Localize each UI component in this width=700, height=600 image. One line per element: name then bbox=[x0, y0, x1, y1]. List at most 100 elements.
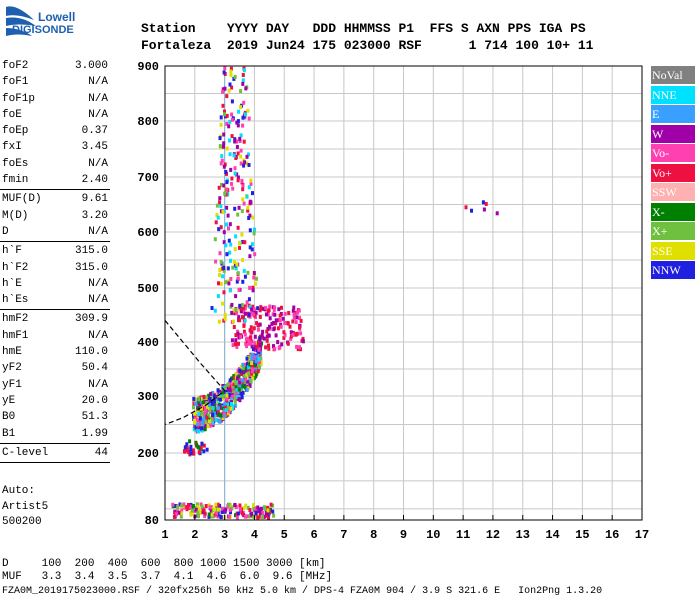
x-tick-label: 9 bbox=[400, 528, 407, 542]
echo-point bbox=[301, 339, 305, 344]
echo-point bbox=[258, 308, 262, 313]
echo-point bbox=[244, 376, 248, 381]
echo-point bbox=[243, 311, 247, 316]
echo-point bbox=[227, 88, 231, 93]
param-row-md: M(D) 3.20 bbox=[0, 208, 110, 224]
echo-point bbox=[287, 311, 291, 315]
echo-point bbox=[224, 280, 228, 285]
y-tick-label: 600 bbox=[137, 226, 159, 240]
echo-point bbox=[256, 505, 260, 510]
echo-point bbox=[213, 237, 217, 242]
echo-point bbox=[236, 394, 240, 399]
echo-point bbox=[210, 512, 214, 517]
echo-point bbox=[231, 404, 235, 409]
echo-point bbox=[220, 158, 224, 163]
echo-point bbox=[235, 279, 239, 284]
echo-point bbox=[175, 509, 179, 514]
echo-point bbox=[269, 502, 273, 507]
echo-point bbox=[233, 166, 237, 171]
echo-point bbox=[252, 307, 256, 312]
echo-point bbox=[203, 514, 207, 519]
echo-point bbox=[235, 120, 239, 125]
echo-point bbox=[242, 506, 246, 511]
echo-point bbox=[248, 508, 252, 513]
echo-point bbox=[252, 514, 256, 519]
echo-point bbox=[207, 413, 210, 418]
echo-point bbox=[246, 205, 250, 210]
echo-point bbox=[257, 514, 261, 519]
echo-point bbox=[192, 396, 196, 401]
echo-point bbox=[230, 117, 234, 122]
echo-point bbox=[265, 513, 269, 518]
echo-point bbox=[258, 343, 262, 348]
echo-point bbox=[197, 507, 201, 512]
echo-point bbox=[261, 515, 265, 520]
param-row-hes: h`Es N/A bbox=[0, 292, 110, 308]
param-value: 51.3 bbox=[81, 411, 108, 424]
echo-point bbox=[253, 341, 257, 346]
echo-point bbox=[200, 420, 204, 425]
echo-point bbox=[228, 152, 232, 157]
echo-point bbox=[225, 222, 228, 227]
echo-point bbox=[220, 182, 223, 187]
echo-point bbox=[271, 312, 275, 317]
param-label: M(D) bbox=[2, 209, 29, 222]
echo-point bbox=[243, 374, 247, 378]
param-value: N/A bbox=[88, 157, 108, 170]
echo-point bbox=[242, 268, 246, 273]
echo-point bbox=[226, 405, 230, 410]
echo-point bbox=[297, 308, 301, 313]
echo-point bbox=[218, 389, 222, 394]
echo-point bbox=[238, 136, 242, 141]
echo-point bbox=[204, 504, 208, 508]
echo-point bbox=[231, 186, 235, 191]
echo-point bbox=[223, 312, 227, 317]
echo-point bbox=[245, 372, 249, 377]
echo-point bbox=[228, 288, 232, 293]
param-row-ye: yE 20.0 bbox=[0, 393, 110, 409]
echo-point bbox=[225, 94, 229, 99]
echo-point bbox=[238, 303, 242, 308]
echo-point bbox=[266, 327, 270, 331]
echo-point bbox=[172, 514, 176, 519]
echo-point bbox=[240, 395, 244, 400]
echo-point bbox=[215, 212, 219, 217]
echo-point bbox=[241, 183, 245, 188]
echo-point bbox=[236, 276, 240, 281]
echo-point bbox=[295, 344, 299, 349]
echo-point bbox=[222, 240, 226, 245]
echo-point bbox=[239, 306, 243, 311]
echo-point bbox=[220, 154, 224, 159]
echo-point bbox=[230, 112, 234, 117]
echo-point bbox=[289, 330, 293, 335]
echo-point bbox=[292, 305, 296, 310]
auto-program: Artist5 bbox=[2, 500, 49, 513]
param-label: h`Es bbox=[2, 294, 29, 307]
y-tick-label: 400 bbox=[137, 336, 159, 350]
legend-item-nnw: NNW bbox=[651, 261, 695, 279]
echo-point bbox=[242, 201, 246, 206]
echo-point bbox=[219, 161, 223, 166]
echo-point bbox=[295, 315, 299, 320]
x-tick-label: 16 bbox=[605, 528, 619, 542]
echo-point bbox=[299, 318, 303, 323]
echo-point bbox=[230, 302, 234, 307]
echo-point bbox=[238, 241, 241, 246]
echo-point bbox=[482, 207, 486, 212]
echo-point bbox=[222, 144, 225, 149]
echo-point bbox=[223, 401, 227, 406]
echo-point bbox=[228, 380, 232, 385]
echo-point bbox=[235, 139, 239, 144]
echo-point bbox=[295, 331, 299, 336]
echo-point bbox=[481, 200, 485, 205]
echo-point bbox=[241, 362, 245, 367]
echo-point bbox=[221, 396, 225, 401]
echo-point bbox=[228, 138, 231, 143]
echo-point bbox=[221, 103, 225, 108]
param-value: 1.99 bbox=[81, 427, 108, 440]
x-tick-label: 14 bbox=[545, 528, 559, 542]
echo-point bbox=[247, 339, 251, 344]
echo-point bbox=[194, 507, 198, 512]
echo-point bbox=[222, 410, 226, 415]
echo-point bbox=[282, 335, 286, 340]
